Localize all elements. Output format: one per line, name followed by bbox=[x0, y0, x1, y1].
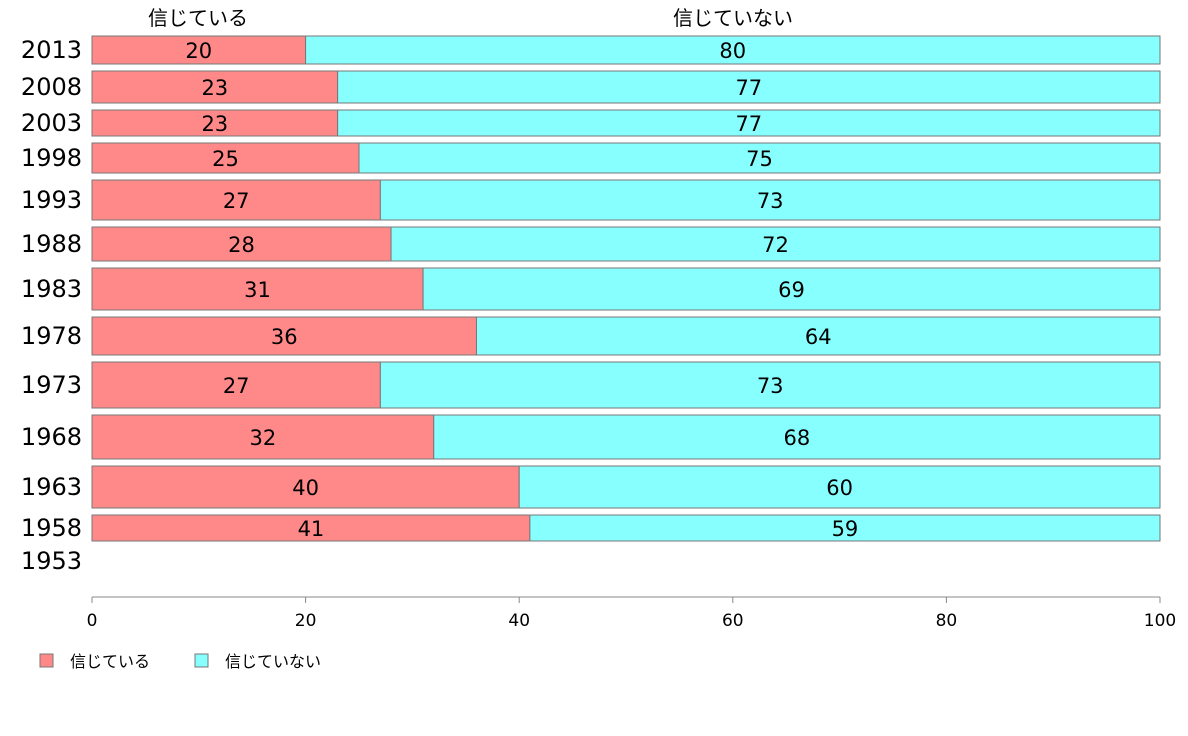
bar-not-believe-1988 bbox=[390, 226, 1161, 262]
legend-label-believe: 信じている bbox=[70, 652, 150, 671]
bar-believe-1958 bbox=[91, 514, 531, 542]
data-label-believe-1998: 25 bbox=[212, 147, 239, 171]
x-tick-label-60: 60 bbox=[722, 611, 744, 631]
bar-not-believe-2008 bbox=[337, 70, 1161, 104]
data-label-believe-1983: 31 bbox=[244, 278, 271, 302]
year-label-1983: 1983 bbox=[21, 275, 82, 303]
legend-label-not-believe: 信じていない bbox=[225, 652, 321, 671]
x-axis: 0 20 40 60 80 100 bbox=[87, 596, 1176, 631]
data-label-not-believe-2003: 77 bbox=[735, 112, 762, 136]
data-label-believe-1993: 27 bbox=[223, 189, 250, 213]
bar-believe-1983 bbox=[91, 267, 424, 311]
bar-not-believe-1963 bbox=[518, 465, 1161, 509]
data-label-not-believe-2008: 77 bbox=[735, 76, 762, 100]
year-label-1953: 1953 bbox=[21, 547, 82, 575]
column-header-not-believe: 信じていない bbox=[673, 6, 793, 30]
data-label-believe-1978: 36 bbox=[271, 325, 298, 349]
x-tick-label-20: 20 bbox=[295, 611, 317, 631]
year-label-1963: 1963 bbox=[21, 473, 82, 501]
bar-not-believe-1973 bbox=[379, 361, 1161, 409]
year-label-1978: 1978 bbox=[21, 322, 82, 350]
bar-believe-2013 bbox=[91, 35, 307, 65]
bars-group: 2013 20 80 2008 23 77 2003 23 77 1998 25 75 1993 27 73… bbox=[21, 35, 1161, 575]
data-label-not-believe-1963: 60 bbox=[826, 476, 853, 500]
data-label-not-believe-1978: 64 bbox=[805, 325, 832, 349]
data-label-believe-1988: 28 bbox=[228, 233, 255, 257]
x-tick-label-40: 40 bbox=[508, 611, 530, 631]
legend: 信じている 信じていない bbox=[39, 652, 321, 671]
bar-not-believe-1983 bbox=[422, 267, 1161, 311]
data-label-not-believe-1993: 73 bbox=[757, 189, 784, 213]
year-label-1998: 1998 bbox=[21, 144, 82, 172]
data-label-believe-2013: 20 bbox=[185, 39, 212, 63]
year-label-2003: 2003 bbox=[21, 109, 82, 137]
data-label-not-believe-2013: 80 bbox=[719, 39, 746, 63]
data-label-believe-1958: 41 bbox=[298, 517, 325, 541]
legend-swatch-not-believe bbox=[194, 653, 209, 668]
bar-believe-1993 bbox=[91, 179, 381, 221]
data-label-not-believe-1973: 73 bbox=[757, 374, 784, 398]
bar-not-believe-1998 bbox=[358, 142, 1161, 174]
data-label-not-believe-1988: 72 bbox=[762, 233, 789, 257]
x-tick-label-80: 80 bbox=[936, 611, 958, 631]
x-tick-label-0: 0 bbox=[87, 611, 98, 631]
bar-believe-2008 bbox=[91, 70, 339, 104]
year-label-1968: 1968 bbox=[21, 423, 82, 451]
data-label-not-believe-1958: 59 bbox=[832, 517, 859, 541]
bar-not-believe-1968 bbox=[433, 414, 1161, 460]
bar-not-believe-2013 bbox=[305, 35, 1161, 65]
year-label-1973: 1973 bbox=[21, 371, 82, 399]
bar-not-believe-1978 bbox=[475, 316, 1161, 356]
year-label-1988: 1988 bbox=[21, 230, 82, 258]
data-label-not-believe-1983: 69 bbox=[778, 278, 805, 302]
bar-not-believe-1993 bbox=[379, 179, 1161, 221]
data-label-not-believe-1998: 75 bbox=[746, 147, 773, 171]
data-label-believe-1973: 27 bbox=[223, 374, 250, 398]
bar-not-believe-2003 bbox=[337, 109, 1161, 137]
year-label-2008: 2008 bbox=[21, 73, 82, 101]
data-label-believe-2003: 23 bbox=[201, 112, 228, 136]
year-label-1993: 1993 bbox=[21, 186, 82, 214]
column-header-believe: 信じている bbox=[148, 6, 248, 30]
data-label-believe-2008: 23 bbox=[201, 76, 228, 100]
bar-believe-1968 bbox=[91, 414, 435, 460]
bar-believe-2003 bbox=[91, 109, 339, 137]
legend-swatch-believe bbox=[39, 653, 54, 668]
data-label-not-believe-1968: 68 bbox=[784, 426, 811, 450]
year-label-2013: 2013 bbox=[21, 36, 82, 64]
data-label-believe-1963: 40 bbox=[292, 476, 319, 500]
bar-believe-1998 bbox=[91, 142, 360, 174]
bar-believe-1973 bbox=[91, 361, 381, 409]
data-label-believe-1968: 32 bbox=[250, 426, 277, 450]
bar-not-believe-1958 bbox=[529, 514, 1161, 542]
x-tick-label-100: 100 bbox=[1144, 611, 1176, 631]
bar-believe-1963 bbox=[91, 465, 520, 509]
year-label-1958: 1958 bbox=[21, 514, 82, 542]
